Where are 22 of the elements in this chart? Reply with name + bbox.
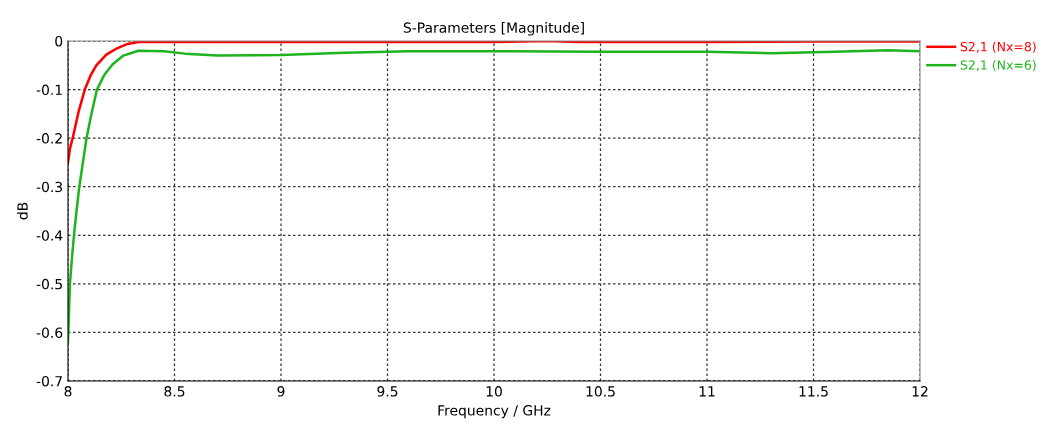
y-tick-label: -0.6 xyxy=(36,327,63,338)
legend-label: S2,1 (Nx=6) xyxy=(960,60,1036,72)
x-tick-label: 11 xyxy=(699,386,715,397)
chart-title: S-Parameters [Magnitude] xyxy=(403,22,584,36)
x-tick-label: 9 xyxy=(277,386,285,397)
x-tick-label: 10 xyxy=(486,386,502,397)
y-axis-title: dB xyxy=(17,202,28,220)
x-tick-label: 12 xyxy=(912,386,928,397)
x-tick-label: 9.5 xyxy=(377,386,398,397)
legend-label: S2,1 (Nx=8) xyxy=(960,41,1036,53)
y-tick-label: -0.3 xyxy=(36,181,63,193)
x-axis-title: Frequency / GHz xyxy=(438,405,551,419)
y-tick-label: -0.4 xyxy=(36,230,63,241)
y-tick-label: -0.7 xyxy=(36,375,62,387)
x-tick-label: 8.5 xyxy=(164,386,185,397)
x-tick-label: 8 xyxy=(64,386,72,397)
y-tick-label: 0 xyxy=(55,35,63,47)
y-tick-label: -0.5 xyxy=(36,278,62,290)
x-tick-label: 11.5 xyxy=(799,386,828,397)
y-tick-label: -0.1 xyxy=(36,84,62,96)
y-tick-label: -0.2 xyxy=(36,133,62,144)
x-tick-label: 10.5 xyxy=(586,386,615,397)
